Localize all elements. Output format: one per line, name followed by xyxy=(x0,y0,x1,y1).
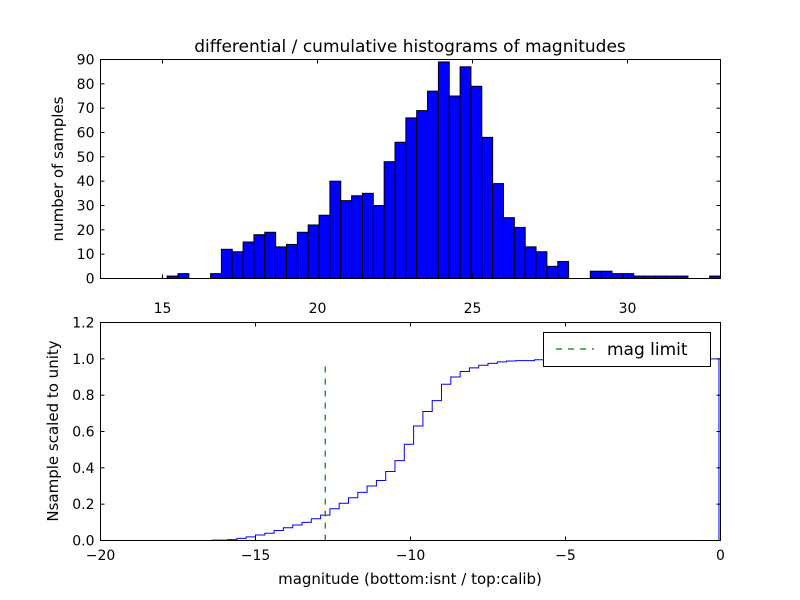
histogram-y-axis-label: number of samples xyxy=(49,96,67,241)
y-tick-label: 70 xyxy=(77,101,95,117)
histogram-bar xyxy=(611,273,624,279)
histogram-bar xyxy=(253,234,266,279)
y-tick-label: 1.2 xyxy=(72,316,94,332)
histogram-bar xyxy=(481,136,494,279)
y-tick-label: 0.2 xyxy=(72,497,94,513)
y-tick-label: 0.6 xyxy=(72,425,94,441)
histogram-frame xyxy=(100,59,721,279)
y-tick-label: 80 xyxy=(77,77,95,93)
histogram-bar xyxy=(372,205,385,279)
histogram-bar xyxy=(210,273,222,279)
histogram-panel: differential / cumulative histograms of … xyxy=(49,37,722,317)
histogram-bar xyxy=(503,217,515,280)
y-tick-label: 0 xyxy=(86,272,95,288)
histogram-x-ticks: 15 20 25 30 xyxy=(154,59,637,317)
histogram-bars xyxy=(166,61,722,280)
x-tick-label: 30 xyxy=(619,301,637,317)
y-tick-label: 50 xyxy=(77,150,95,166)
cumulative-x-ticks: −20 −15 −10 −5 0 xyxy=(86,322,725,564)
x-tick-label: 15 xyxy=(154,301,172,317)
histogram-bar xyxy=(589,270,602,280)
cumulative-step-line xyxy=(100,358,720,541)
histogram-bar xyxy=(296,231,309,279)
cumulative-y-ticks: 0.0 0.2 0.4 0.6 0.8 1.0 1.2 xyxy=(72,316,721,550)
histogram-bar xyxy=(220,248,233,280)
histogram-bar xyxy=(351,195,363,279)
histogram-bar xyxy=(513,226,526,279)
y-tick-label: 60 xyxy=(77,126,95,142)
legend: mag limit xyxy=(543,332,711,367)
x-tick-label: −15 xyxy=(241,548,271,564)
y-tick-label: 40 xyxy=(77,174,95,190)
histogram-bar xyxy=(492,183,504,280)
histogram-bar xyxy=(307,224,320,279)
histogram-bar xyxy=(340,200,353,279)
y-tick-label: 10 xyxy=(77,247,95,263)
histogram-bar xyxy=(383,161,396,279)
x-tick-label: 20 xyxy=(309,301,327,317)
y-tick-label: 1.0 xyxy=(72,352,94,368)
y-tick-label: 0.4 xyxy=(72,461,94,477)
histogram-bar xyxy=(437,61,450,279)
histogram-bar xyxy=(535,251,548,280)
legend-label-mag-limit: mag limit xyxy=(607,340,688,360)
cumulative-y-axis-label: Nsample scaled to unity xyxy=(44,340,62,521)
histogram-bar xyxy=(448,95,461,279)
histogram-bar xyxy=(361,192,374,279)
histogram-bar xyxy=(557,260,570,280)
y-tick-label: 0.0 xyxy=(72,534,94,550)
x-tick-label: 25 xyxy=(464,301,482,317)
histogram-bar xyxy=(318,214,331,280)
histogram-bar xyxy=(286,243,298,279)
y-tick-label: 0.8 xyxy=(72,388,94,404)
histogram-bar xyxy=(405,117,418,280)
y-tick-label: 30 xyxy=(77,199,95,215)
cumulative-x-axis-label: magnitude (bottom:isnt / top:calib) xyxy=(278,570,542,588)
histogram-bar xyxy=(275,246,287,280)
cumulative-panel: 0.0 0.2 0.4 0.6 0.8 1.0 1.2 −20 −15 −10 −5 0 magni… xyxy=(44,316,725,589)
histogram-y-ticks: 0 10 20 30 40 50 60 70 80 90 xyxy=(77,53,721,288)
x-tick-label: −20 xyxy=(86,548,116,564)
histogram-bar xyxy=(242,241,255,279)
histogram-bar xyxy=(459,66,472,279)
histogram-bar xyxy=(427,90,439,279)
histogram-bar xyxy=(416,110,429,279)
histogram-bar xyxy=(177,273,190,279)
histogram-bar xyxy=(394,141,407,279)
y-tick-label: 90 xyxy=(77,53,95,69)
histogram-bar xyxy=(329,180,342,280)
histogram-bar xyxy=(470,85,483,280)
histogram-bar xyxy=(600,270,613,280)
histogram-bar xyxy=(231,251,244,280)
histogram-bar xyxy=(264,231,277,279)
histogram-title: differential / cumulative histograms of … xyxy=(194,37,626,57)
x-tick-label: 0 xyxy=(716,548,725,564)
histogram-bar xyxy=(524,246,537,280)
histogram-bar xyxy=(546,265,559,280)
x-tick-label: −10 xyxy=(396,548,426,564)
x-tick-label: −5 xyxy=(555,548,576,564)
y-tick-label: 20 xyxy=(77,223,95,239)
histogram-bar xyxy=(622,273,635,279)
